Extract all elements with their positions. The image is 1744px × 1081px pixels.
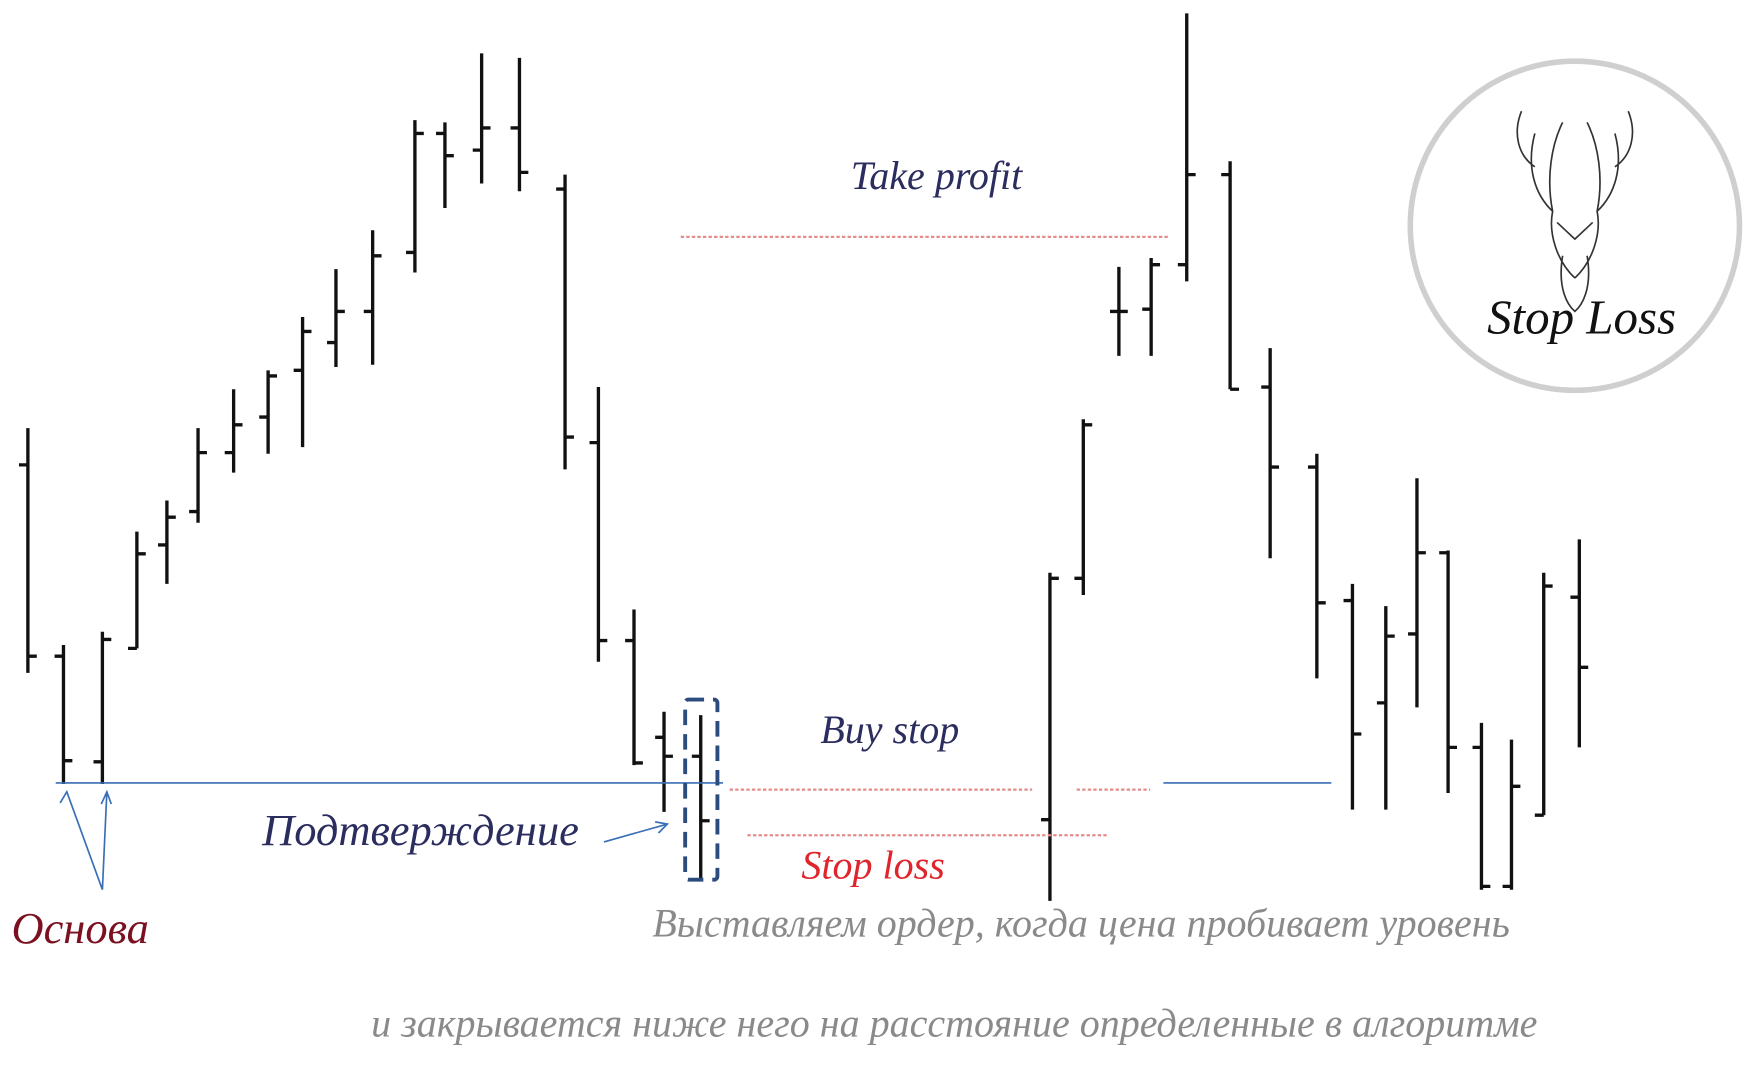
stop-loss-label: Stop loss bbox=[801, 843, 944, 888]
price-bars bbox=[18, 13, 1589, 901]
levels bbox=[55, 235, 1332, 882]
logo-circle bbox=[1407, 58, 1743, 394]
logo: Stop Loss bbox=[1407, 58, 1743, 394]
take-profit-label: Take profit bbox=[851, 153, 1023, 198]
confirmation-box bbox=[683, 697, 720, 882]
ohlc-bars bbox=[18, 13, 1589, 901]
logo-text: Stop Loss bbox=[1487, 290, 1676, 345]
logo-deer bbox=[1516, 110, 1634, 313]
base-arrow bbox=[59, 789, 113, 890]
base-label: Основа bbox=[11, 903, 148, 953]
caption-line-1: Выставляем ордер, когда цена пробивает у… bbox=[652, 900, 1509, 945]
confirmation-label: Подтверждение bbox=[261, 805, 579, 855]
buy-stop-label: Buy stop bbox=[820, 707, 959, 752]
confirmation-arrow bbox=[603, 821, 670, 843]
arrows bbox=[59, 789, 670, 890]
caption-line-2: и закрывается ниже него на расстояние оп… bbox=[371, 1001, 1537, 1046]
